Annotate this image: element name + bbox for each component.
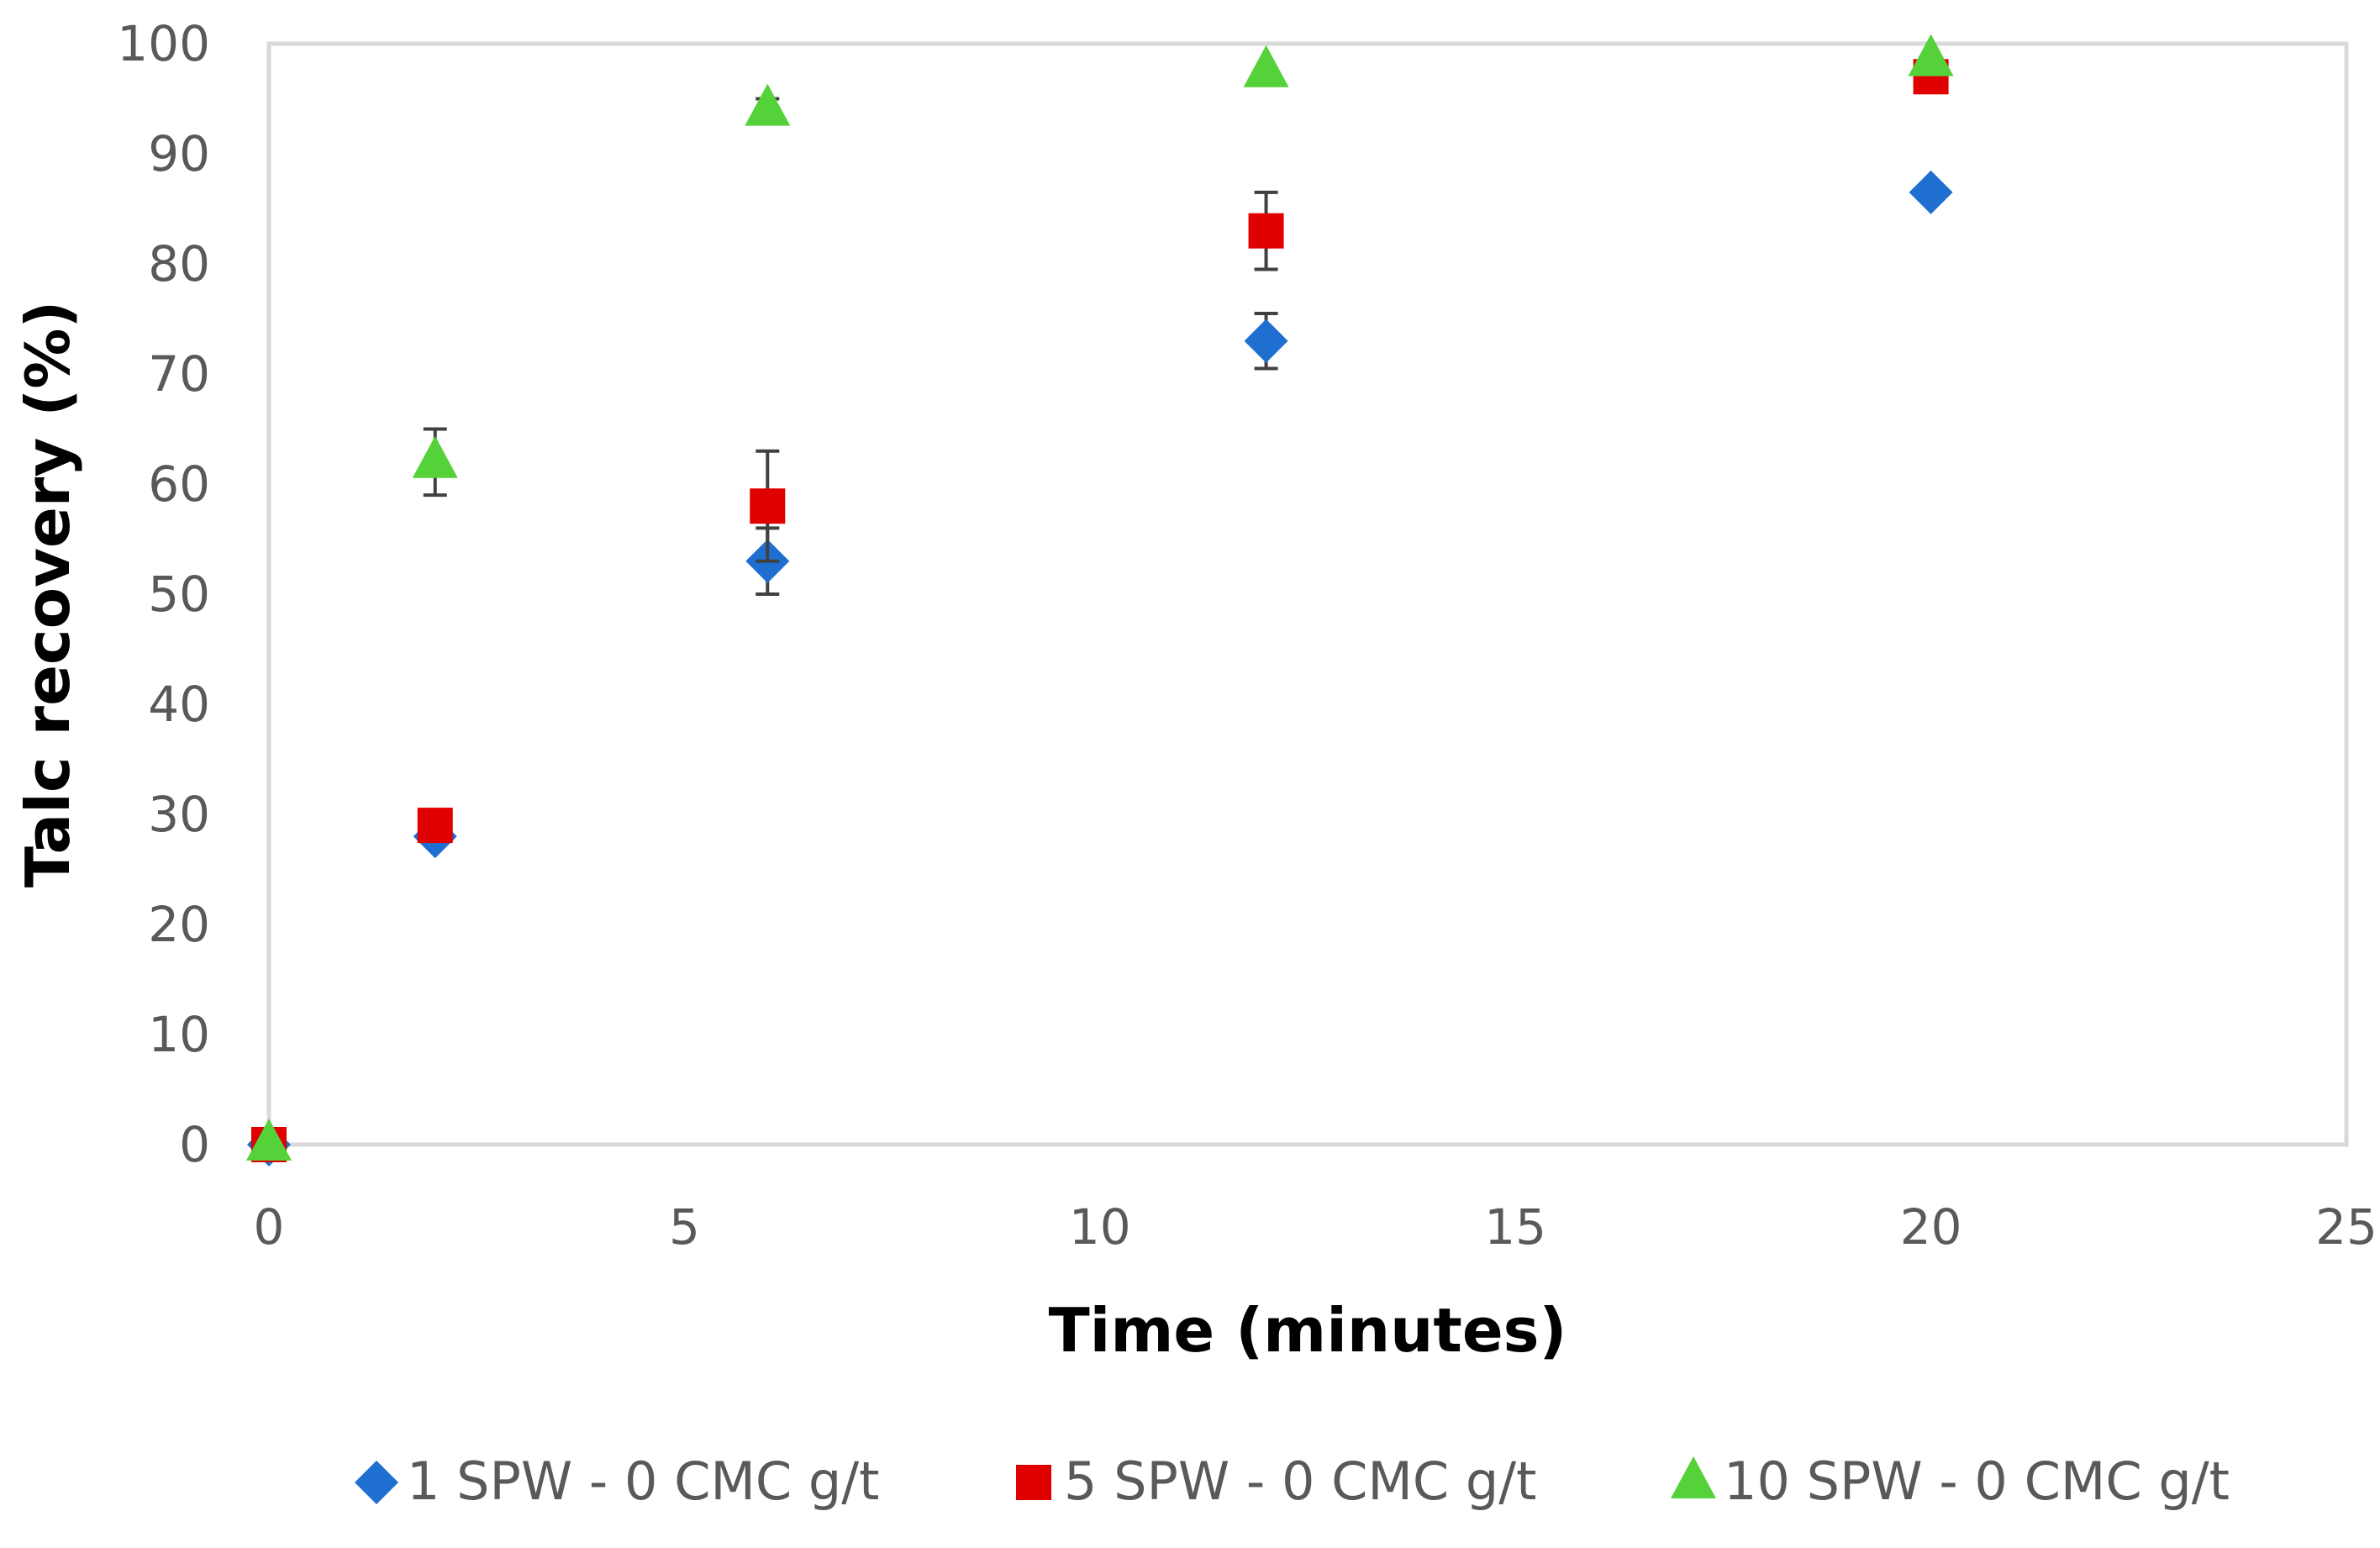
data-point bbox=[417, 808, 453, 844]
y-axis-ticks: 0 10 20 30 40 50 60 70 80 90 100 bbox=[117, 15, 210, 1173]
y-tick-label: 30 bbox=[148, 786, 210, 843]
data-point bbox=[1244, 319, 1288, 363]
y-tick-label: 50 bbox=[148, 566, 210, 623]
x-tick-label: 15 bbox=[1484, 1198, 1546, 1256]
series-layer bbox=[246, 34, 1954, 1166]
y-tick-label: 10 bbox=[148, 1006, 210, 1063]
y-tick-label: 40 bbox=[148, 676, 210, 733]
x-axis-ticks: 0 5 10 15 20 25 bbox=[254, 1198, 2377, 1256]
y-tick-label: 90 bbox=[148, 125, 210, 182]
x-tick-label: 0 bbox=[254, 1198, 285, 1256]
legend-marker-square bbox=[1016, 1465, 1051, 1500]
legend-label: 1 SPW - 0 CMC g/t bbox=[407, 1451, 879, 1512]
y-tick-label: 80 bbox=[148, 235, 210, 292]
data-point bbox=[1243, 45, 1289, 87]
y-tick-label: 70 bbox=[148, 345, 210, 403]
x-tick-label: 25 bbox=[2315, 1198, 2377, 1256]
legend-marker-triangle bbox=[1671, 1456, 1716, 1498]
data-point bbox=[412, 435, 458, 478]
series-triangle bbox=[246, 34, 1954, 1161]
data-point bbox=[246, 1119, 292, 1161]
y-tick-label: 100 bbox=[117, 15, 210, 72]
legend-label: 5 SPW - 0 CMC g/t bbox=[1064, 1451, 1536, 1512]
y-axis-title: Talc recovery (%) bbox=[13, 301, 83, 888]
x-tick-label: 5 bbox=[669, 1198, 700, 1256]
y-tick-label: 0 bbox=[179, 1116, 210, 1173]
data-point bbox=[745, 83, 791, 126]
x-tick-label: 10 bbox=[1069, 1198, 1131, 1256]
y-tick-label: 20 bbox=[148, 896, 210, 953]
data-point bbox=[1909, 170, 1953, 214]
x-axis-title: Time (minutes) bbox=[1049, 1295, 1567, 1366]
y-tick-label: 60 bbox=[148, 455, 210, 513]
legend-marker-diamond bbox=[355, 1461, 398, 1504]
data-point bbox=[1908, 34, 1954, 76]
data-point bbox=[1248, 213, 1284, 249]
legend-label: 10 SPW - 0 CMC g/t bbox=[1724, 1451, 2230, 1512]
legend: 1 SPW - 0 CMC g/t 5 SPW - 0 CMC g/t 10 SPW… bbox=[355, 1451, 2230, 1512]
x-tick-label: 20 bbox=[1900, 1198, 1962, 1256]
data-point bbox=[750, 488, 786, 524]
plot-area bbox=[266, 41, 2349, 1147]
